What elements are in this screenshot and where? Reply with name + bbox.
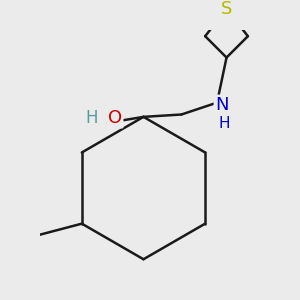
Text: O: O: [108, 109, 122, 127]
Text: S: S: [221, 0, 232, 18]
Text: N: N: [215, 96, 229, 114]
Text: H: H: [85, 109, 98, 127]
Text: H: H: [218, 116, 230, 131]
